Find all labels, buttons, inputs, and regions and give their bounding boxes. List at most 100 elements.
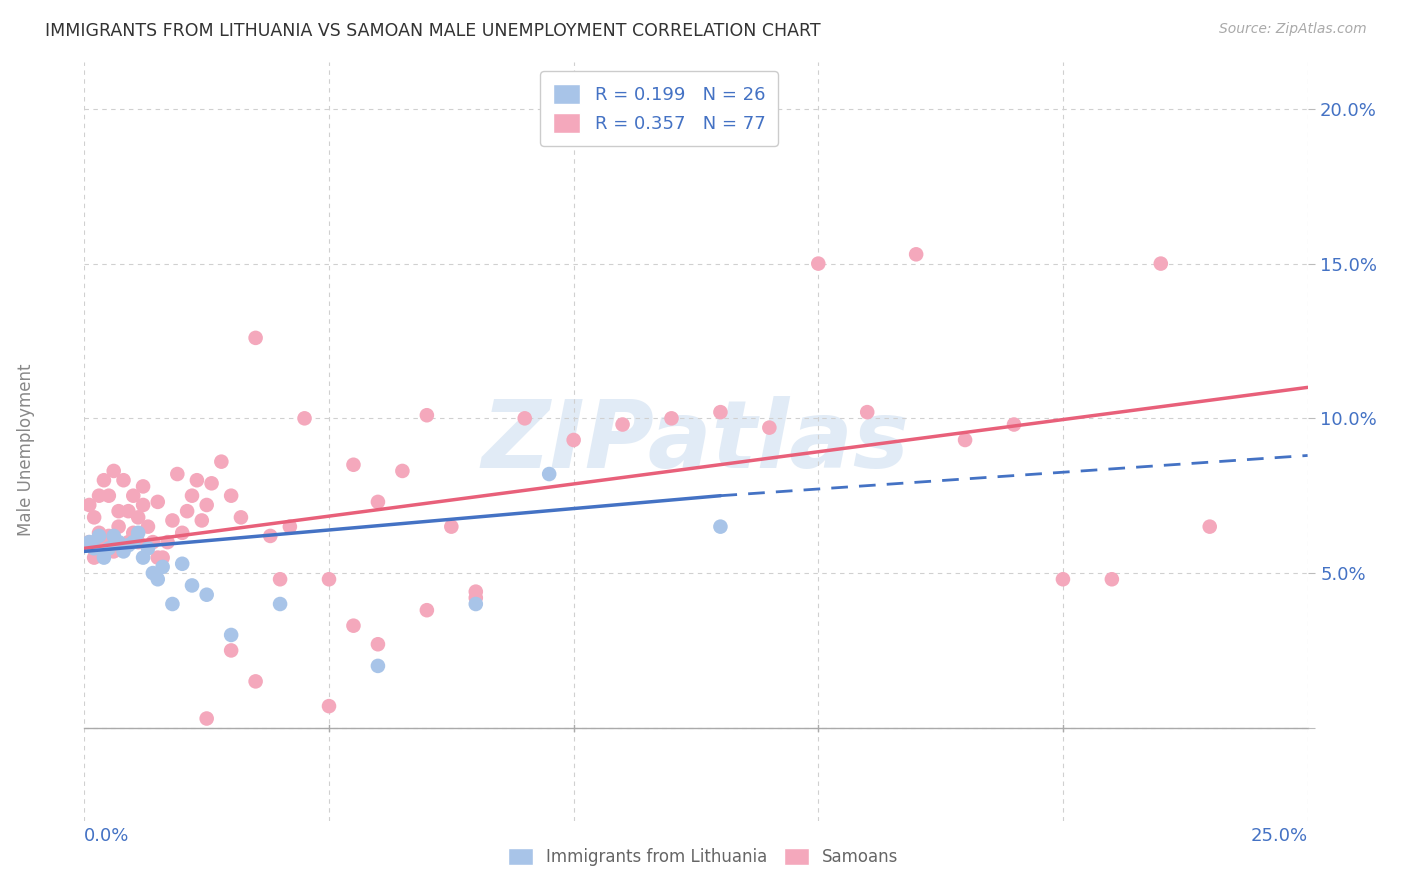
- Point: [93, 473, 115, 487]
- Point: [132, 498, 155, 512]
- Point: [195, 498, 218, 512]
- Point: [117, 538, 139, 552]
- Point: [186, 473, 208, 487]
- Point: [142, 566, 165, 580]
- Point: [93, 541, 115, 556]
- Point: [146, 495, 169, 509]
- Text: 25.0%: 25.0%: [1250, 827, 1308, 845]
- Point: [416, 603, 439, 617]
- Point: [87, 529, 110, 543]
- Point: [661, 411, 683, 425]
- Legend: R = 0.199   N = 26, R = 0.357   N = 77: R = 0.199 N = 26, R = 0.357 N = 77: [540, 71, 778, 145]
- Point: [152, 560, 174, 574]
- Point: [807, 257, 830, 271]
- Text: Male Unemployment: Male Unemployment: [17, 363, 35, 535]
- Point: [464, 584, 486, 599]
- Point: [367, 659, 389, 673]
- Point: [107, 504, 129, 518]
- Point: [162, 513, 184, 527]
- Point: [122, 535, 145, 549]
- Point: [112, 541, 135, 556]
- Point: [103, 544, 125, 558]
- Point: [367, 637, 389, 651]
- Point: [245, 674, 267, 689]
- Point: [77, 498, 100, 512]
- Point: [391, 464, 413, 478]
- Point: [181, 578, 204, 592]
- Point: [440, 519, 463, 533]
- Point: [127, 525, 149, 540]
- Point: [103, 529, 125, 543]
- Point: [612, 417, 634, 432]
- Point: [318, 572, 340, 586]
- Legend: Immigrants from Lithuania, Samoans: Immigrants from Lithuania, Samoans: [499, 840, 907, 875]
- Point: [229, 510, 252, 524]
- Point: [219, 643, 242, 657]
- Point: [219, 489, 242, 503]
- Text: IMMIGRANTS FROM LITHUANIA VS SAMOAN MALE UNEMPLOYMENT CORRELATION CHART: IMMIGRANTS FROM LITHUANIA VS SAMOAN MALE…: [45, 22, 821, 40]
- Text: 0.0%: 0.0%: [84, 827, 129, 845]
- Point: [83, 550, 105, 565]
- Point: [758, 420, 780, 434]
- Point: [1002, 417, 1025, 432]
- Point: [195, 588, 218, 602]
- Point: [172, 525, 194, 540]
- Point: [127, 510, 149, 524]
- Point: [136, 541, 159, 556]
- Point: [905, 247, 928, 261]
- Point: [107, 519, 129, 533]
- Point: [1198, 519, 1220, 533]
- Point: [87, 525, 110, 540]
- Point: [127, 535, 149, 549]
- Point: [107, 535, 129, 549]
- Point: [97, 489, 120, 503]
- Point: [259, 529, 281, 543]
- Point: [132, 550, 155, 565]
- Point: [117, 535, 139, 549]
- Point: [103, 464, 125, 478]
- Point: [122, 525, 145, 540]
- Point: [97, 529, 120, 543]
- Point: [97, 541, 120, 556]
- Point: [342, 458, 364, 472]
- Point: [122, 489, 145, 503]
- Text: ZIPatlas: ZIPatlas: [482, 395, 910, 488]
- Point: [209, 455, 232, 469]
- Point: [172, 557, 194, 571]
- Point: [278, 519, 301, 533]
- Point: [132, 479, 155, 493]
- Point: [156, 535, 179, 549]
- Point: [416, 409, 439, 423]
- Point: [136, 519, 159, 533]
- Point: [1150, 257, 1173, 271]
- Point: [1052, 572, 1074, 586]
- Point: [83, 510, 105, 524]
- Point: [83, 541, 105, 556]
- Point: [219, 628, 242, 642]
- Point: [176, 504, 198, 518]
- Point: [93, 550, 115, 565]
- Point: [269, 597, 291, 611]
- Point: [538, 467, 561, 481]
- Point: [709, 519, 731, 533]
- Point: [562, 433, 585, 447]
- Point: [269, 572, 291, 586]
- Point: [294, 411, 316, 425]
- Point: [77, 535, 100, 549]
- Point: [200, 476, 222, 491]
- Point: [162, 597, 184, 611]
- Point: [856, 405, 879, 419]
- Point: [245, 331, 267, 345]
- Point: [112, 473, 135, 487]
- Point: [513, 411, 536, 425]
- Point: [342, 618, 364, 632]
- Point: [709, 405, 731, 419]
- Point: [146, 550, 169, 565]
- Point: [142, 535, 165, 549]
- Point: [117, 504, 139, 518]
- Point: [112, 544, 135, 558]
- Point: [77, 535, 100, 549]
- Point: [146, 572, 169, 586]
- Text: Source: ZipAtlas.com: Source: ZipAtlas.com: [1219, 22, 1367, 37]
- Point: [181, 489, 204, 503]
